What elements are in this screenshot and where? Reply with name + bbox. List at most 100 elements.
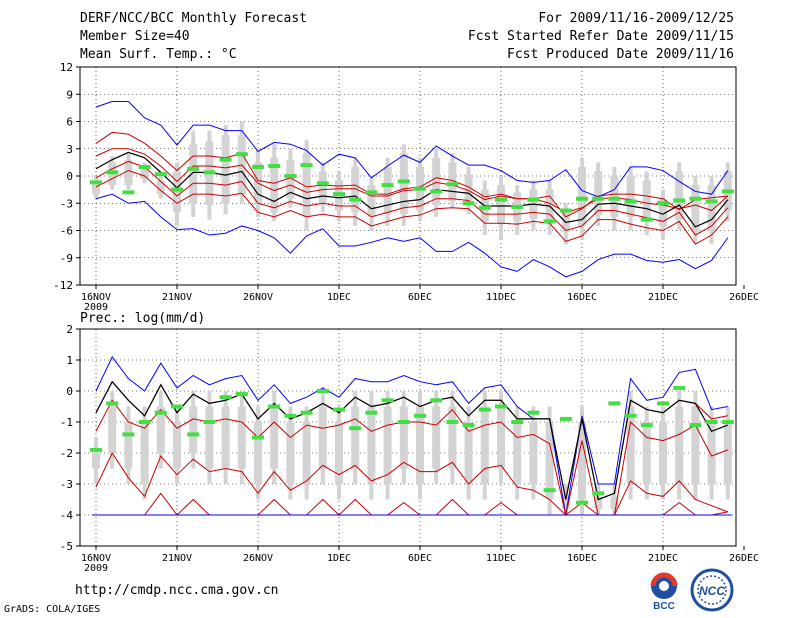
prec-observed-mark (300, 410, 313, 415)
temp-observed-mark (608, 196, 621, 201)
temp-box (642, 180, 651, 222)
prec-observed-mark (414, 413, 426, 418)
prec-observed-mark (689, 423, 702, 428)
temp-observed-mark (90, 180, 102, 185)
prec-series-p25 (95, 451, 728, 516)
prec-box (707, 422, 716, 484)
temp-observed-mark (624, 199, 637, 204)
temp-observed-mark (300, 163, 313, 168)
prec-observed-mark (559, 416, 572, 421)
temp-xtick-label: 21NOV (162, 292, 192, 303)
temp-xtick-label: 26DEC (729, 292, 759, 303)
grads-credit: GrADS: COLA/IGES (4, 604, 101, 615)
temp-series-p25 (95, 160, 729, 236)
temp-xtick-label: 16NOV (81, 292, 111, 303)
temp-observed-mark (252, 164, 264, 169)
prec-observed-mark (284, 413, 297, 418)
prec-xtick-label: 26DEC (729, 553, 759, 564)
prec-box (92, 453, 100, 469)
temp-box (578, 166, 586, 226)
prec-ytick-label: 1 (66, 354, 73, 367)
prec-observed-mark (381, 398, 394, 403)
temp-box (432, 157, 441, 206)
prec-observed-mark (430, 398, 443, 403)
member-size-label: Member Size=40 (80, 29, 190, 44)
temp-box (124, 159, 133, 186)
temp-observed-mark (462, 201, 475, 206)
prec-observed-mark (705, 420, 718, 424)
temp-ytick-label: -9 (60, 252, 73, 265)
temp-ytick-label: 9 (66, 88, 73, 101)
temp-box (707, 185, 716, 231)
prec-box (626, 406, 635, 484)
source-url[interactable]: http://cmdp.ncc.cma.gov.cn (75, 583, 279, 598)
temp-observed-mark (349, 197, 362, 202)
prec-box (497, 406, 505, 469)
prec-observed-mark (543, 488, 556, 493)
temp-box (270, 157, 279, 213)
prec-ytick-label: -4 (60, 509, 74, 522)
prec-box (416, 406, 424, 484)
prec-box (578, 422, 586, 500)
temp-observed-mark (576, 196, 588, 201)
prec-observed-mark (495, 404, 507, 409)
prec-observed-mark (365, 410, 378, 415)
temp-box (448, 162, 457, 202)
prec-xtick-label: 21DEC (648, 553, 678, 564)
prec-xtick-label: 16NOV (81, 553, 111, 564)
prec-observed-mark (122, 432, 135, 437)
temp-box (92, 180, 100, 195)
prec-series-max (95, 355, 728, 516)
temp-observed-mark (721, 189, 734, 194)
temp-observed-mark (284, 174, 297, 178)
prec-box (270, 406, 279, 469)
prec-observed-mark (106, 401, 119, 406)
temp-xtick-label: 1DEC (327, 292, 351, 303)
prec-box (351, 406, 360, 469)
temp-observed-mark (187, 166, 200, 171)
temp-box (383, 166, 392, 215)
prec-observed-mark (576, 500, 588, 505)
prec-observed-mark (268, 404, 281, 409)
temp-observed-mark (171, 187, 183, 192)
prec-observed-mark (333, 407, 345, 412)
temp-observed-mark (543, 219, 556, 224)
prec-xtick-label: 26NOV (243, 553, 273, 564)
temp-observed-mark (511, 204, 524, 209)
temp-observed-mark (268, 164, 281, 169)
prec-observed-mark (462, 423, 475, 428)
temp-observed-mark (397, 179, 410, 184)
temp-ytick-label: 3 (66, 143, 73, 156)
prec-panel-title: Prec.: log(mm/d) (80, 311, 205, 326)
temp-series-mean (95, 151, 729, 228)
temp-box (594, 171, 603, 216)
temp-ytick-label: -6 (60, 225, 73, 238)
prec-observed-mark (252, 435, 264, 440)
temp-observed-mark (559, 208, 572, 213)
temp-observed-mark (689, 196, 702, 201)
prec-plot-frame (79, 328, 737, 547)
temp-observed-mark (414, 186, 426, 191)
figure-title: DERF/NCC/BCC Monthly Forecast (80, 11, 307, 26)
prec-box (561, 496, 570, 509)
prec-series-mean (95, 380, 729, 501)
prec-box (529, 422, 538, 484)
temp-observed-mark (657, 201, 669, 206)
prec-box (399, 406, 408, 469)
prec-xtick-label: 11DEC (486, 553, 516, 564)
prec-box (594, 496, 603, 509)
prec-box (156, 406, 165, 453)
temp-box (156, 180, 165, 195)
bcc-logo-text: BCC (653, 601, 675, 612)
temp-box (675, 171, 684, 220)
prec-observed-mark (235, 392, 248, 397)
prec-box (237, 406, 246, 469)
prec-observed-mark (511, 420, 524, 424)
temp-series-min (95, 193, 729, 278)
prec-box (108, 406, 117, 453)
temp-series-p10 (95, 170, 729, 245)
produced-date: Fcst Produced Date 2009/11/16 (507, 47, 734, 62)
temp-box (302, 153, 311, 217)
prec-box (610, 496, 619, 509)
